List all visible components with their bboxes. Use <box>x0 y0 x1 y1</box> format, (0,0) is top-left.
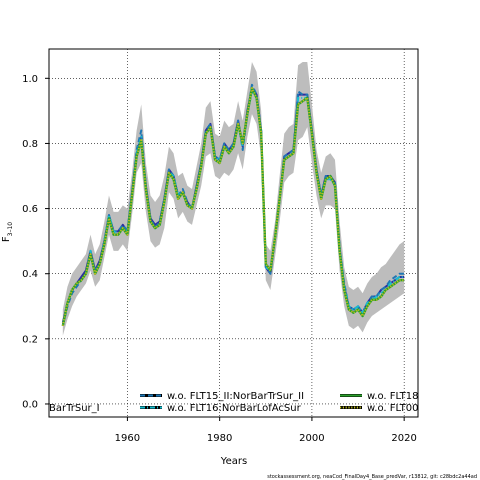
footer-note: stockassessment.org, neaCod_FinalDay4_Ba… <box>267 474 477 480</box>
plot-frame <box>48 48 419 418</box>
legend-label-4: w.o. FLT00 <box>367 403 419 414</box>
legend-label-3: w.o. FLT18 <box>367 391 419 402</box>
y-tick-label-1: 0.2 <box>22 334 38 345</box>
y-tick-label-0: 0.0 <box>22 399 38 410</box>
legend-label-2: w.o. FLT16:NorBarLofAcSur <box>167 403 302 414</box>
legend: BarTrSur_Iw.o. FLT15_II:NorBarTrSur_IIw.… <box>49 391 419 414</box>
x-tick-label-2: 2000 <box>299 433 324 444</box>
y-axis-title-main: F <box>1 236 12 242</box>
y-tick-label-2: 0.4 <box>22 269 38 280</box>
y-tick-label-3: 0.6 <box>22 204 38 215</box>
series-lines-layer <box>61 83 405 327</box>
legend-label-1: w.o. FLT15_II:NorBarTrSur_II <box>167 391 304 402</box>
y-tick-label-5: 1.0 <box>22 74 38 85</box>
legend-label-0: BarTrSur_I <box>49 403 100 414</box>
y-axis-title: F3–10 <box>1 222 14 242</box>
x-axis-title: Years <box>220 456 247 467</box>
x-tick-label-1: 1980 <box>207 433 232 444</box>
x-tick-label-0: 1960 <box>115 433 140 444</box>
y-tick-label-4: 0.8 <box>22 139 38 150</box>
series-line-3 <box>61 87 405 327</box>
axis-ticks: 1960 1980 2000 2020 0.0 0.2 0.4 0.6 0.8 1.0 <box>22 74 417 444</box>
y-axis-title-subscript: 3–10 <box>7 222 14 237</box>
x-tick-label-3: 2020 <box>391 433 416 444</box>
